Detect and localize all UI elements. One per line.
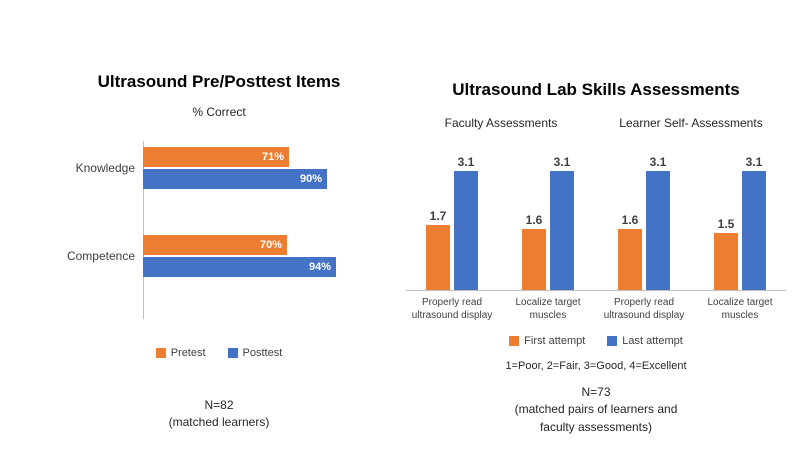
skills-bar-group-4: 1.5 3.1	[696, 155, 784, 290]
first-attempt-swatch	[509, 336, 520, 346]
last-attempt-bar-3	[646, 171, 670, 290]
bar-value-label: 1.7	[429, 209, 447, 223]
right-chart-title: Ultrasound Lab Skills Assessments	[452, 80, 740, 99]
pretest-bar-knowledge: 71%	[143, 147, 289, 167]
category-label-4: Localize target muscles	[707, 297, 773, 321]
skills-bar-group-1: 1.7 3.1	[408, 155, 496, 290]
bar-value-label: 71%	[261, 151, 284, 163]
bar-value-label: 90%	[299, 173, 322, 185]
bar-value-label: 3.1	[649, 155, 667, 169]
lab-skills-chart-panel: Ultrasound Lab Skills Assessments Facult…	[406, 80, 786, 436]
posttest-bar-competence: 94%	[143, 257, 336, 277]
legend-label-pretest: Pretest	[170, 347, 206, 359]
bar-value-label: 1.5	[717, 217, 735, 231]
bar-group-competence: Competence 70% 94%	[58, 235, 380, 277]
first-attempt-bar-wrap-3: 1.6	[618, 213, 642, 290]
pre-posttest-chart-panel: Ultrasound Pre/Posttest Items % Correct …	[58, 72, 380, 432]
legend-item-first-attempt: First attempt	[509, 335, 585, 347]
bar-value-label: 1.6	[525, 213, 543, 227]
last-attempt-bar-wrap-2: 3.1	[550, 155, 574, 290]
rating-scale-note: 1=Poor, 2=Fair, 3=Good, 4=Excellent	[505, 360, 687, 372]
bar-value-label: 3.1	[553, 155, 571, 169]
bars-competence: 70% 94%	[143, 235, 336, 277]
first-attempt-bar-wrap-1: 1.7	[426, 209, 450, 290]
pretest-swatch	[155, 348, 166, 358]
right-chart-note: N=73 (matched pairs of learners and facu…	[406, 384, 786, 436]
left-chart-subtitle: % Correct	[192, 105, 246, 119]
lab-skills-plot-area: 1.7 3.1 1.6 3.1 1.6 3.1 1.5 3.1 Properly read u…	[406, 138, 786, 322]
posttest-swatch	[227, 348, 238, 358]
first-attempt-bar-1	[426, 225, 450, 290]
first-attempt-bar-wrap-2: 1.6	[522, 213, 546, 290]
learner-self-assessments-header: Learner Self- Assessments	[619, 116, 763, 130]
lab-skills-category-labels: Properly read ultrasound display Localize…	[406, 296, 786, 322]
last-attempt-bar-wrap-1: 3.1	[454, 155, 478, 290]
bar-group-knowledge: Knowledge 71% 90%	[58, 147, 380, 189]
last-attempt-bar-wrap-4: 3.1	[742, 155, 766, 290]
skills-bar-group-2: 1.6 3.1	[504, 155, 592, 290]
legend-item-last-attempt: Last attempt	[607, 335, 683, 347]
last-attempt-swatch	[607, 336, 618, 346]
first-attempt-bar-4	[714, 233, 738, 290]
legend-item-posttest: Posttest	[227, 347, 283, 359]
bar-value-label: 1.6	[621, 213, 639, 227]
first-attempt-bar-3	[618, 229, 642, 290]
bar-value-label: 70%	[259, 239, 282, 251]
first-attempt-bar-wrap-4: 1.5	[714, 217, 738, 290]
legend-item-pretest: Pretest	[155, 347, 206, 359]
pre-posttest-plot-area: Knowledge 71% 90% Competence 70% 94%	[58, 141, 380, 323]
category-label-competence: Competence	[66, 249, 135, 263]
last-attempt-bar-2	[550, 171, 574, 290]
left-note-line-2: (matched learners)	[168, 415, 270, 430]
faculty-assessments-header: Faculty Assessments	[444, 116, 558, 130]
legend-label-last-attempt: Last attempt	[622, 335, 683, 347]
bar-value-label: 3.1	[745, 155, 763, 169]
posttest-bar-knowledge: 90%	[143, 169, 327, 189]
left-chart-note: N=82 (matched learners)	[58, 397, 380, 432]
right-chart-legend: First attempt Last attempt	[406, 335, 786, 347]
left-chart-legend: Pretest Posttest	[58, 347, 380, 359]
category-label-3: Properly read ultrasound display	[603, 297, 685, 321]
last-attempt-bar-4	[742, 171, 766, 290]
pretest-bar-competence: 70%	[143, 235, 287, 255]
left-chart-title: Ultrasound Pre/Posttest Items	[97, 72, 341, 91]
left-chart-axis-line	[143, 141, 144, 319]
bar-value-label: 94%	[308, 261, 331, 273]
lab-skills-bars: 1.7 3.1 1.6 3.1 1.6 3.1 1.5 3.1	[406, 138, 786, 291]
last-attempt-bar-wrap-3: 3.1	[646, 155, 670, 290]
bars-knowledge: 71% 90%	[143, 147, 327, 189]
legend-label-first-attempt: First attempt	[524, 335, 586, 347]
category-label-2: Localize target muscles	[515, 297, 581, 321]
right-note-line-1: N=73	[581, 385, 611, 399]
right-note-line-3: faculty assessments)	[539, 419, 653, 434]
right-note-line-2: (matched pairs of learners and	[514, 402, 678, 417]
skills-bar-group-3: 1.6 3.1	[600, 155, 688, 290]
legend-label-posttest: Posttest	[242, 347, 283, 359]
category-label-knowledge: Knowledge	[75, 161, 135, 175]
left-note-line-1: N=82	[204, 398, 234, 412]
assessment-group-headers: Faculty Assessments Learner Self- Assess…	[406, 116, 786, 130]
last-attempt-bar-1	[454, 171, 478, 290]
category-label-1: Properly read ultrasound display	[411, 297, 493, 321]
bar-value-label: 3.1	[457, 155, 475, 169]
first-attempt-bar-2	[522, 229, 546, 290]
